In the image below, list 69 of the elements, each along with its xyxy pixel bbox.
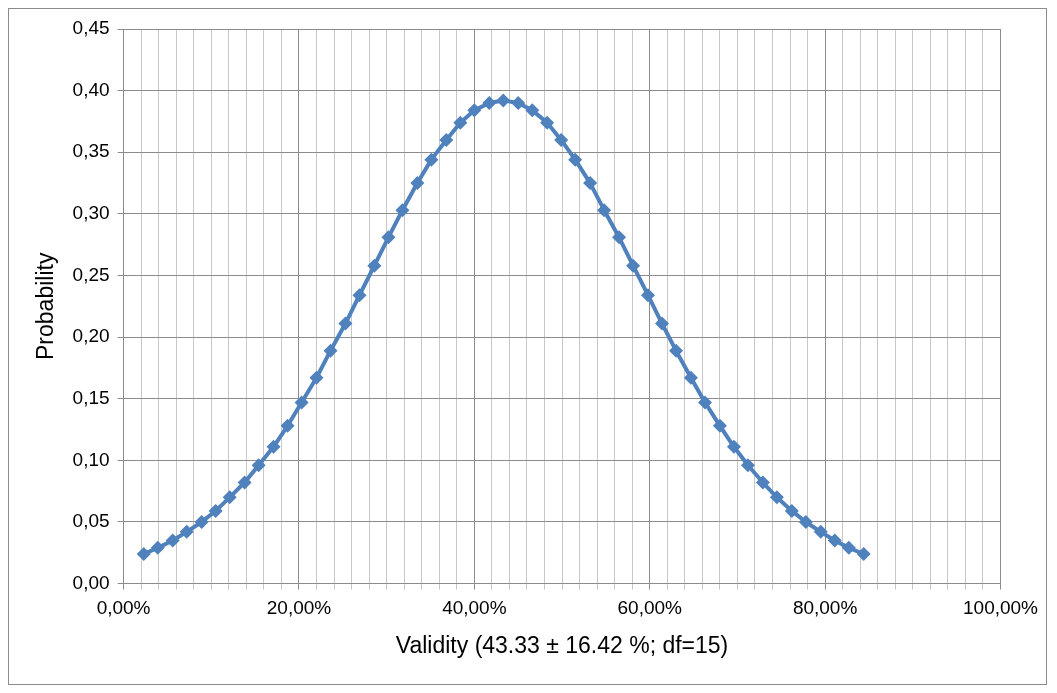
y-tick-label: 0,25 <box>72 263 110 285</box>
point <box>194 514 209 529</box>
point <box>439 132 454 147</box>
point <box>222 490 237 505</box>
x-tick-label: 80,00% <box>792 597 858 619</box>
point <box>150 540 165 555</box>
point <box>798 514 813 529</box>
point <box>583 176 598 191</box>
point <box>323 343 338 358</box>
point <box>597 203 612 218</box>
point <box>496 93 511 108</box>
point <box>381 230 396 245</box>
y-tick-label: 0,20 <box>72 325 110 347</box>
point <box>554 132 569 147</box>
point <box>655 316 670 331</box>
point <box>769 490 784 505</box>
y-tick-label: 0,45 <box>72 17 110 39</box>
point <box>165 533 180 548</box>
y-tick-label: 0,40 <box>72 78 110 100</box>
y-tick-label: 0,10 <box>72 448 110 470</box>
point <box>352 288 367 303</box>
y-tick-label: 0,05 <box>72 510 110 532</box>
point <box>568 152 583 167</box>
point <box>683 370 698 385</box>
point <box>309 370 324 385</box>
point <box>540 115 555 130</box>
point <box>266 439 281 454</box>
point <box>726 439 741 454</box>
point <box>136 547 151 562</box>
point <box>740 458 755 473</box>
point <box>367 258 382 273</box>
point <box>841 540 856 555</box>
point <box>813 524 828 539</box>
x-tick-label: 20,00% <box>266 597 332 619</box>
point <box>612 230 627 245</box>
y-tick-label: 0,35 <box>72 140 110 162</box>
point <box>856 547 871 562</box>
point <box>626 258 641 273</box>
point <box>453 115 468 130</box>
point <box>179 524 194 539</box>
x-tick-label: 40,00% <box>442 597 507 619</box>
point <box>424 152 439 167</box>
point <box>482 95 497 110</box>
point <box>467 103 482 118</box>
point <box>237 475 252 490</box>
y-axis-title: Probability <box>32 252 59 360</box>
point <box>251 458 266 473</box>
y-tick-label: 0,15 <box>72 386 110 408</box>
point <box>294 395 309 410</box>
point <box>410 176 425 191</box>
point <box>712 418 727 433</box>
point <box>640 288 655 303</box>
point <box>511 95 526 110</box>
point <box>525 103 540 118</box>
point <box>784 503 799 518</box>
point <box>395 203 410 218</box>
y-tick-label: 0,00 <box>72 571 110 593</box>
point <box>208 503 223 518</box>
point <box>338 316 353 331</box>
x-tick-label: 60,00% <box>617 597 683 619</box>
point <box>697 395 712 410</box>
point <box>280 418 295 433</box>
x-axis-title: Validity (43.33 ± 16.42 %; df=15) <box>395 631 729 658</box>
point <box>669 343 684 358</box>
y-tick-label: 0,30 <box>72 202 110 224</box>
x-tick-label: 0,00% <box>96 597 151 619</box>
x-tick-label: 100,00% <box>962 597 1039 619</box>
point <box>827 533 842 548</box>
point <box>755 475 770 490</box>
